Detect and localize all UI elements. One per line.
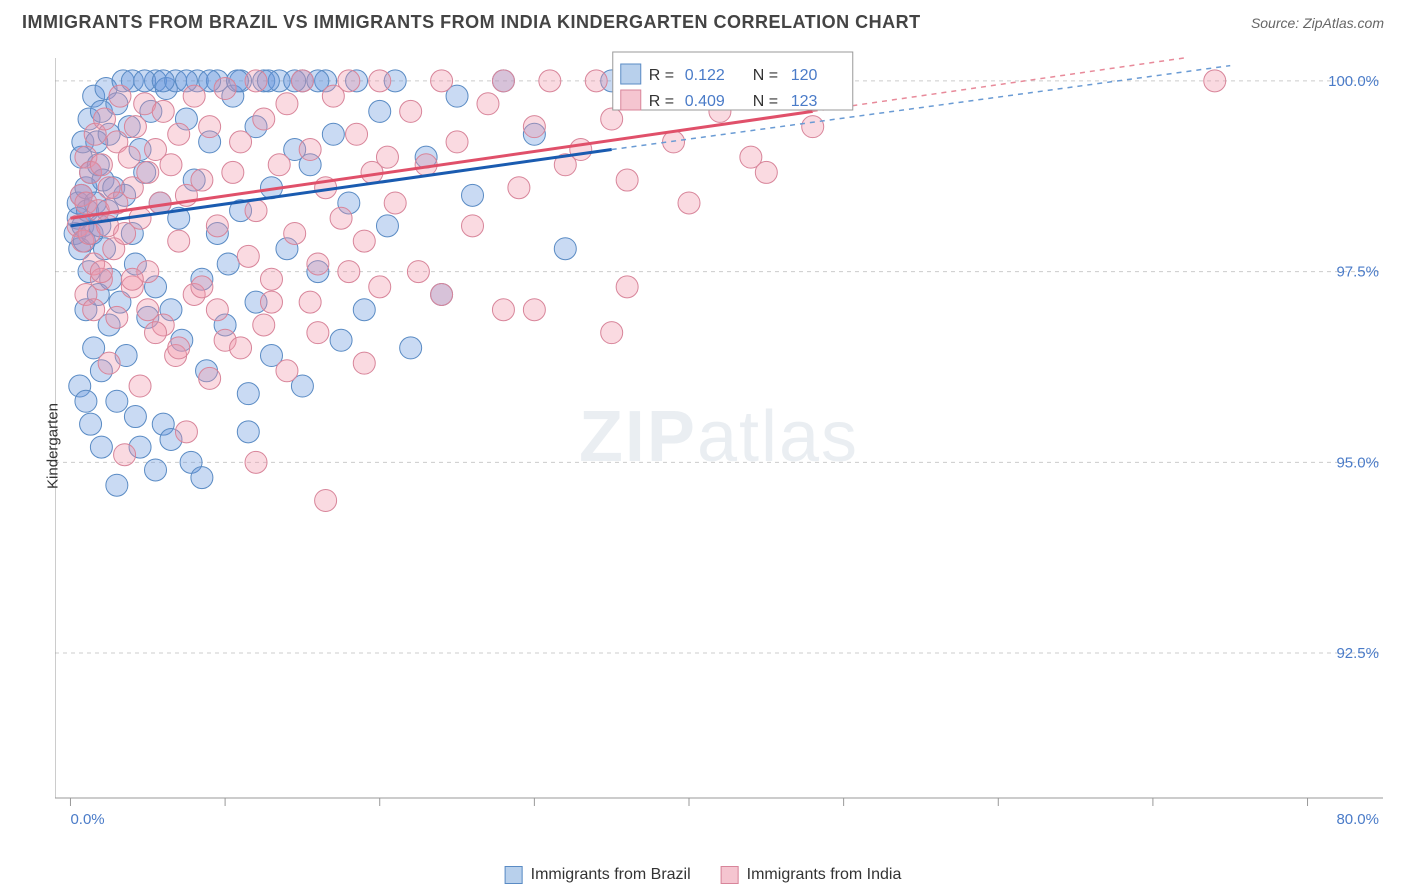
chart-area: 92.5% 95.0% 97.5% 100.0% 0.0% 80.0% R = 0.122 N … [55,48,1383,826]
scatter-plot: 92.5% 95.0% 97.5% 100.0% 0.0% 80.0% R = 0.122 N … [55,48,1383,826]
legend-label: Immigrants from India [747,866,902,884]
legend-item-brazil: Immigrants from Brazil [505,866,691,884]
chart-source: Source: ZipAtlas.com [1251,15,1384,31]
svg-text:123: 123 [791,93,818,110]
svg-text:0.409: 0.409 [685,93,725,110]
svg-text:95.0%: 95.0% [1336,454,1379,471]
svg-text:0.0%: 0.0% [70,811,104,826]
svg-text:97.5%: 97.5% [1336,264,1379,281]
svg-text:80.0%: 80.0% [1336,811,1379,826]
legend-item-india: Immigrants from India [721,866,902,884]
svg-text:N =: N = [753,93,778,110]
legend-swatch-icon [505,866,523,884]
svg-text:92.5%: 92.5% [1336,645,1379,662]
y-axis-label: Kindergarten [44,403,61,489]
chart-title: IMMIGRANTS FROM BRAZIL VS IMMIGRANTS FRO… [22,12,921,33]
legend-swatch-icon [721,866,739,884]
legend-label: Immigrants from Brazil [531,866,691,884]
bottom-legend: Immigrants from Brazil Immigrants from I… [505,866,902,884]
svg-text:R =: R = [649,93,674,110]
chart-header: IMMIGRANTS FROM BRAZIL VS IMMIGRANTS FRO… [0,0,1406,41]
svg-text:120: 120 [791,67,818,84]
svg-text:N =: N = [753,67,778,84]
svg-text:0.122: 0.122 [685,67,725,84]
svg-text:R =: R = [649,67,674,84]
svg-text:100.0%: 100.0% [1328,73,1379,90]
